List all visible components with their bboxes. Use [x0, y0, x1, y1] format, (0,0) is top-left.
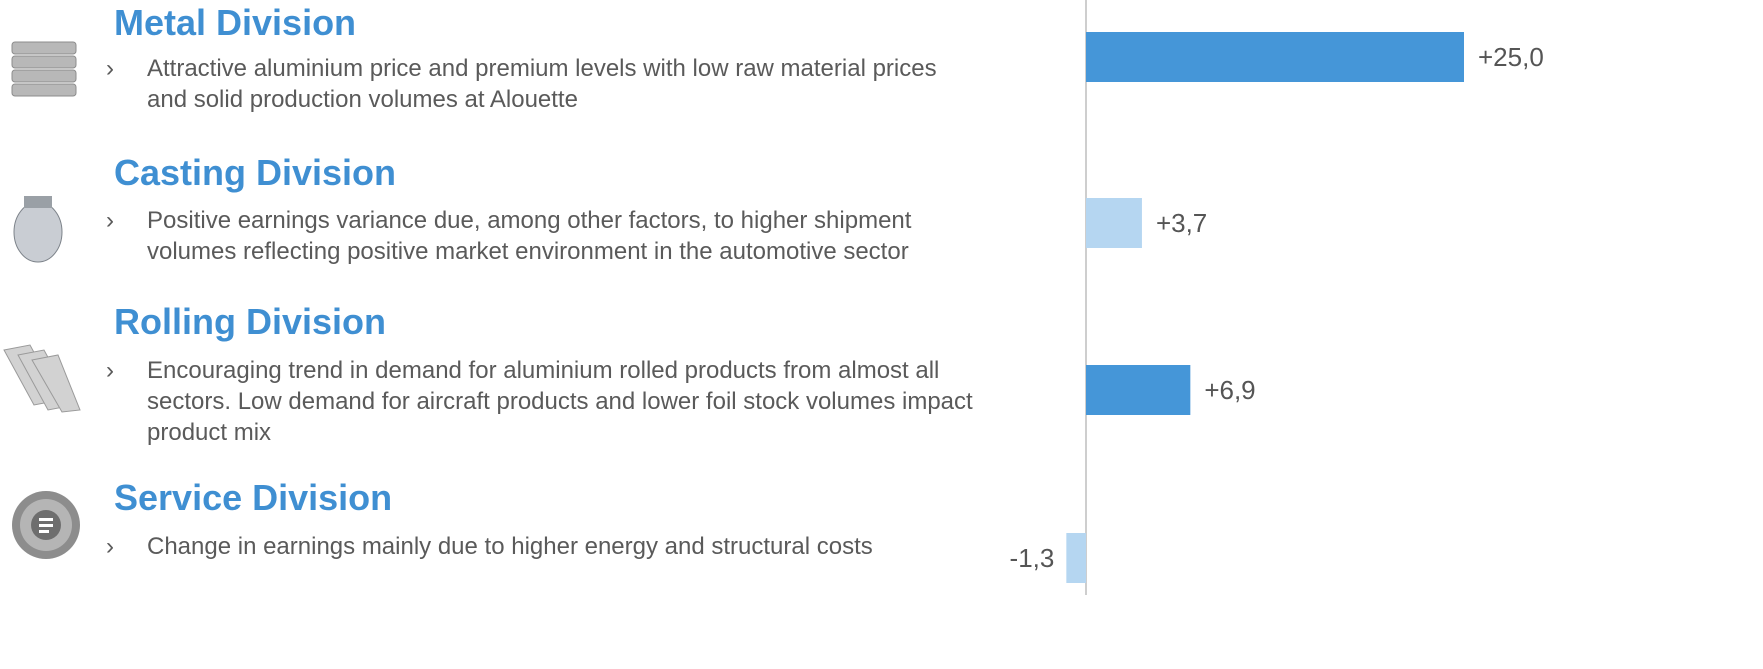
bar	[1086, 32, 1464, 82]
metal-icon	[11, 41, 77, 97]
bullet-text: Change in earnings mainly due to higher …	[147, 533, 873, 560]
division-title: Rolling Division	[114, 301, 386, 342]
bullet-text: and solid production volumes at Alouette	[147, 86, 578, 113]
bar	[1086, 198, 1142, 248]
bullet-text: Encouraging trend in demand for aluminiu…	[147, 357, 939, 384]
rolling-icon	[3, 344, 81, 413]
bar	[1086, 365, 1191, 415]
casting-icon	[13, 196, 63, 263]
division-title: Service Division	[114, 477, 392, 518]
value-label: +25,0	[1478, 42, 1544, 72]
bullet-text: Positive earnings variance due, among ot…	[147, 207, 912, 234]
bullet-text: sectors. Low demand for aircraft product…	[147, 388, 973, 415]
value-label: +6,9	[1204, 375, 1255, 405]
bullet-text: product mix	[147, 419, 271, 446]
value-label: -1,3	[1010, 543, 1055, 573]
bar	[1066, 533, 1086, 583]
bullet-marker: ›	[106, 207, 114, 234]
bullet-text: Attractive aluminium price and premium l…	[147, 55, 937, 82]
division-title: Metal Division	[114, 2, 356, 43]
bullet-text: volumes reflecting positive market envir…	[147, 238, 909, 265]
bullet-marker: ›	[106, 55, 114, 82]
division-title: Casting Division	[114, 152, 396, 193]
bullet-marker: ›	[106, 533, 114, 560]
service-icon	[12, 491, 80, 559]
value-label: +3,7	[1156, 208, 1207, 238]
bullet-marker: ›	[106, 357, 114, 384]
